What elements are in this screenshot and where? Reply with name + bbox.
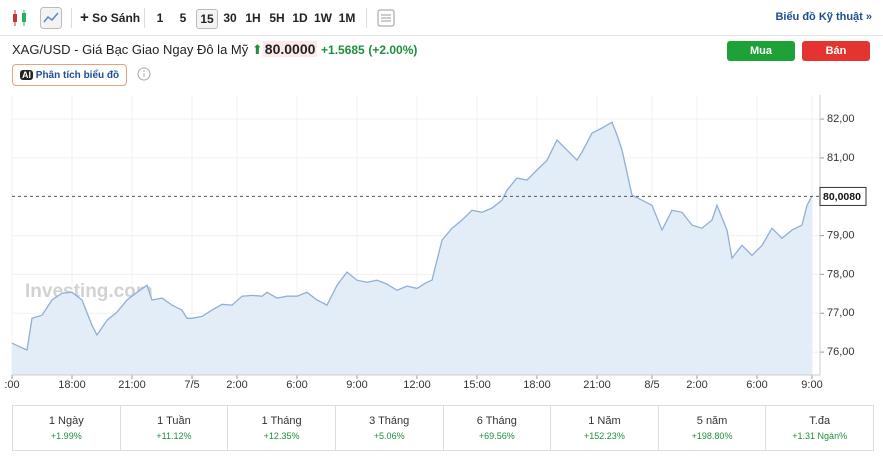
price-line [11, 121, 813, 352]
interval-button[interactable]: 1M [338, 11, 356, 25]
x-tick-label: 8/5 [644, 379, 659, 391]
x-tick-label: 21:00 [118, 379, 146, 391]
period-change: +198.80% [691, 431, 733, 441]
compare-button[interactable]: + So Sánh [80, 9, 141, 26]
x-tick-label: 15:00 [463, 379, 491, 391]
instrument-title: XAG/USD - Giá Bạc Giao Ngay Đô la Mỹ [12, 42, 249, 57]
x-tick-label: 6:00 [746, 379, 767, 391]
performance-cell[interactable]: 6 Tháng +69.56% [444, 406, 552, 450]
period-change: +1.99% [50, 431, 82, 441]
x-tick-label: 7/5 [184, 379, 199, 391]
price: 80.0000 [262, 41, 318, 57]
last-price-label: 80,0080 [823, 191, 861, 203]
period-label: 5 năm [696, 415, 728, 427]
y-tick-label: 76,00 [827, 346, 855, 358]
x-tick-label: 18:00 [523, 379, 551, 391]
candle-icon[interactable] [10, 8, 30, 28]
interval-button[interactable]: 1 [156, 11, 164, 25]
interval-button[interactable]: 30 [223, 11, 237, 25]
buy-button[interactable]: Mua [727, 41, 795, 61]
area-icon[interactable] [40, 7, 62, 29]
period-change: +11.12% [156, 431, 192, 441]
x-tick-label: :00 [4, 379, 19, 391]
y-tick-label: 77,00 [827, 307, 855, 319]
period-label: T.đa [809, 415, 831, 427]
y-tick-label: 82,00 [827, 113, 855, 125]
interval-button[interactable]: 1H [245, 11, 261, 25]
x-tick-label: 6:00 [286, 379, 307, 391]
info-icon[interactable] [137, 67, 151, 81]
x-tick-label: 18:00 [58, 379, 86, 391]
x-tick-label: 9:00 [801, 379, 822, 391]
ai-icon: AI [20, 70, 33, 80]
period-label: 1 Ngày [48, 415, 84, 427]
interval-button[interactable]: 5H [269, 11, 285, 25]
performance-row: 1 Ngày +1.99% 1 Tuần +11.12% 1 Tháng +12.35% 3… [12, 405, 874, 451]
performance-cell[interactable]: 1 Tháng +12.35% [228, 406, 336, 450]
y-tick-label: 78,00 [827, 268, 855, 280]
period-change: +69.56% [478, 431, 515, 441]
chart: 76,00 77,00 78,00 79,00 81,00 82,00 :00 18:00 21… [4, 95, 867, 391]
compare-label: So Sánh [92, 11, 141, 25]
interval-button[interactable]: 5 [179, 11, 187, 25]
change-percent: (+2.00%) [368, 43, 418, 57]
interval-button[interactable]: 1D [292, 11, 308, 25]
x-tick-label: 2:00 [226, 379, 247, 391]
performance-cell[interactable]: 1 Năm +152.23% [551, 406, 659, 450]
period-label: 1 Tuần [157, 415, 191, 427]
ai-analysis-button[interactable]: AI Phân tích biểu đồ [12, 64, 128, 86]
x-tick-label: 12:00 [403, 379, 431, 391]
period-label: 6 Tháng [476, 415, 517, 427]
quote-header: XAG/USD - Giá Bạc Giao Ngay Đô la Mỹ ⬆ 80… [12, 41, 418, 57]
performance-cell[interactable]: T.đa +1.31 Ngàn% [766, 406, 873, 450]
sell-button[interactable]: Bán [802, 41, 870, 61]
period-label: 1 Năm [588, 415, 621, 427]
technical-link[interactable]: Biểu đồ Kỹ thuật » [775, 11, 872, 23]
performance-cell[interactable]: 5 năm +198.80% [659, 406, 767, 450]
period-change: +152.23% [584, 431, 625, 441]
y-tick-label: 79,00 [827, 229, 855, 241]
interval-button[interactable]: 1W [314, 11, 332, 25]
last-price-box [819, 186, 867, 206]
interval-button[interactable]: 15 [196, 9, 218, 29]
settings-icon[interactable] [377, 9, 395, 27]
x-tick-label: 2:00 [686, 379, 707, 391]
period-change: +12.35% [263, 431, 300, 441]
ai-label: Phân tích biểu đồ [35, 70, 120, 81]
performance-cell[interactable]: 1 Tuần +11.12% [121, 406, 229, 450]
performance-cell[interactable]: 3 Tháng +5.06% [336, 406, 444, 450]
y-tick-label: 81,00 [827, 152, 855, 164]
x-tick-label: 9:00 [346, 379, 367, 391]
change: +1.5685 [321, 43, 365, 57]
x-tick-label: 21:00 [583, 379, 611, 391]
plot: 76,00 77,00 78,00 79,00 81,00 82,00 :00 18:00 21… [4, 95, 867, 391]
period-label: 3 Tháng [369, 415, 410, 427]
performance-cell[interactable]: 1 Ngày +1.99% [13, 406, 121, 450]
area-fill [12, 122, 812, 375]
period-change: +5.06% [373, 431, 405, 441]
period-change: +1.31 Ngàn% [792, 431, 848, 441]
period-label: 1 Tháng [261, 415, 302, 427]
